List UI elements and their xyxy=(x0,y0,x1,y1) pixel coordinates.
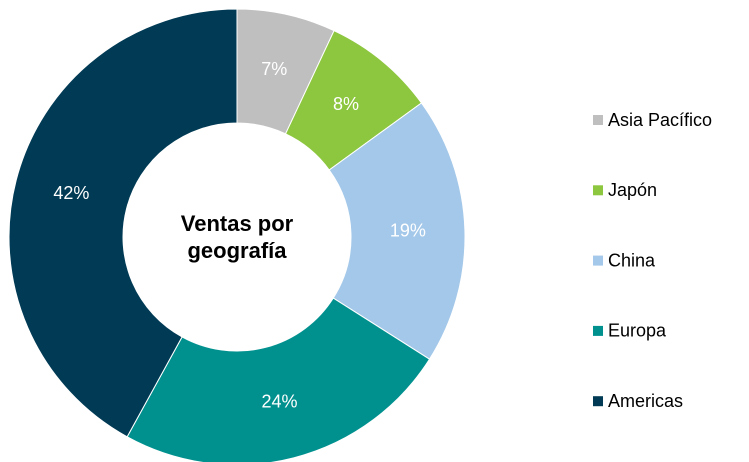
legend-label: Asia Pacífico xyxy=(608,110,712,130)
legend-label: China xyxy=(608,250,656,270)
legend-label: Europa xyxy=(608,321,667,341)
legend-label: Japón xyxy=(608,180,657,200)
legend-swatch xyxy=(593,115,603,125)
donut-slice xyxy=(328,102,466,360)
data-label: 42% xyxy=(53,183,89,203)
legend-swatch xyxy=(593,185,603,196)
legend-swatch xyxy=(593,325,603,336)
data-label: 19% xyxy=(390,220,426,240)
legend-swatch xyxy=(593,396,603,407)
donut-slice xyxy=(8,8,238,438)
data-label: 8% xyxy=(333,94,359,114)
donut-slice xyxy=(126,297,431,462)
chart-title: Ventas por geografía xyxy=(180,211,294,263)
legend-swatch xyxy=(593,255,603,266)
data-label: 24% xyxy=(262,391,298,411)
data-label: 7% xyxy=(261,59,287,79)
legend-label: Americas xyxy=(608,391,683,411)
